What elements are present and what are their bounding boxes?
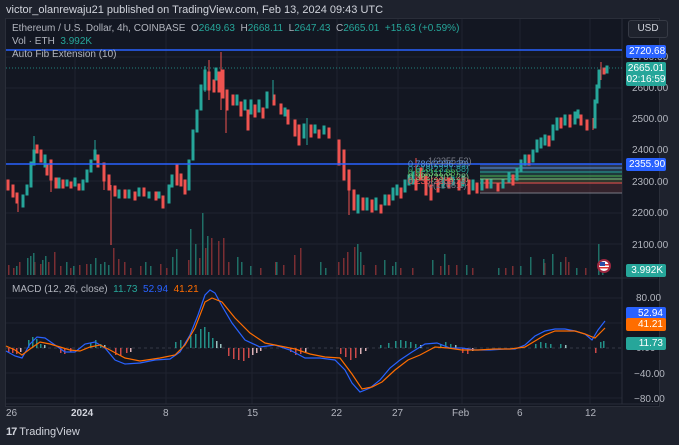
histogram-value-tag: 11.73 (626, 337, 666, 350)
change-value: +15.63 (+0.59%) (384, 23, 460, 34)
svg-text:2200.00: 2200.00 (632, 208, 669, 219)
fib-top-price-tag: 2720.68 (626, 45, 666, 58)
svg-text:−40.00: −40.00 (634, 369, 665, 380)
macd-line-value: 52.94 (143, 284, 169, 295)
volume-bars (8, 213, 604, 275)
last-price-value: 2665.01 (627, 63, 665, 74)
signal-value-tag: 41.21 (626, 318, 666, 331)
svg-text:2100.00: 2100.00 (632, 240, 669, 251)
svg-text:26: 26 (6, 408, 18, 419)
volume-label[interactable]: Vol · ETH (12, 36, 55, 47)
time-axis[interactable]: 26 2024 8 15 22 27 Feb 6 12 (6, 408, 597, 419)
svg-text:−80.00: −80.00 (634, 394, 665, 405)
fib-label-0236: 0.236(2289.29) (408, 176, 469, 186)
fib-label-0: 0(2268.1) (428, 180, 467, 190)
symbol-title[interactable]: Ethereum / U.S. Dollar, 4h, COINBASE (12, 23, 186, 34)
candlesticks[interactable] (0, 0, 609, 245)
svg-text:2400.00: 2400.00 (632, 145, 669, 156)
indicator-row[interactable]: Auto Fib Extension (10) (12, 48, 459, 61)
svg-text:27: 27 (392, 408, 404, 419)
svg-text:Feb: Feb (452, 408, 470, 419)
bar-countdown: 02:16:59 (626, 74, 666, 85)
fib-label-0786: 0.786(2336.39) (408, 159, 469, 169)
macd-indicator-label[interactable]: MACD (12, 26, close) (12, 284, 108, 295)
footer-branding[interactable]: 17 TradingView (6, 426, 80, 438)
publisher-line: victor_olanrewaju21 published on Trading… (6, 4, 384, 16)
ohlc-row: Ethereum / U.S. Dollar, 4h, COINBASE O26… (12, 23, 460, 34)
open-value: 2649.63 (198, 23, 235, 34)
svg-text:8: 8 (163, 408, 169, 419)
svg-text:2500.00: 2500.00 (632, 114, 669, 125)
tradingview-logo-icon: 17 (6, 426, 17, 438)
low-value: 2647.43 (294, 23, 331, 34)
svg-text:12: 12 (585, 408, 597, 419)
svg-text:2600.00: 2600.00 (632, 83, 669, 94)
macd-line (5, 289, 606, 393)
macd-value-tag: 52.94 (626, 307, 666, 320)
svg-text:80.00: 80.00 (636, 293, 661, 304)
fib-label-0618: 0.618(2321.88) (408, 164, 469, 174)
fib-indicator-label[interactable]: Auto Fib Extension (10) (12, 49, 117, 60)
fib-extension-zone[interactable] (480, 163, 622, 194)
svg-text:2024: 2024 (71, 408, 94, 419)
fib-label-0382: 0.382(2301.28) (408, 172, 469, 182)
fib-label-05: 0.5(2311.88) (408, 168, 458, 178)
svg-text:15: 15 (247, 408, 259, 419)
macd-signal-value: 41.21 (173, 284, 199, 295)
signal-line (5, 297, 606, 390)
fib-label-1: 1(2355.52) (428, 156, 472, 166)
macd-pane[interactable] (5, 289, 622, 393)
svg-text:6: 6 (517, 408, 523, 419)
last-price-tag: 2665.01 02:16:59 (626, 62, 666, 86)
volume-row: Vol · ETH 3.992K (12, 35, 459, 48)
fib-level-price-tag: 2355.90 (626, 158, 666, 171)
currency-button[interactable]: USD (628, 20, 668, 38)
chart-legend: Ethereum / U.S. Dollar, 4h, COINBASE O26… (12, 22, 459, 61)
svg-text:2300.00: 2300.00 (632, 177, 669, 188)
svg-text:22: 22 (331, 408, 343, 419)
volume-value: 3.992K (60, 36, 93, 47)
macd-histogram-value: 11.73 (113, 284, 138, 295)
macd-legend: MACD (12, 26, close) 11.73 52.94 41.21 (12, 283, 199, 296)
tradingview-brand-text: TradingView (19, 426, 80, 438)
volume-tag: 3.992K (626, 264, 666, 277)
high-value: 2668.11 (247, 23, 284, 34)
close-value: 2665.01 (343, 23, 380, 34)
us-flag-event-icon[interactable] (597, 259, 611, 273)
